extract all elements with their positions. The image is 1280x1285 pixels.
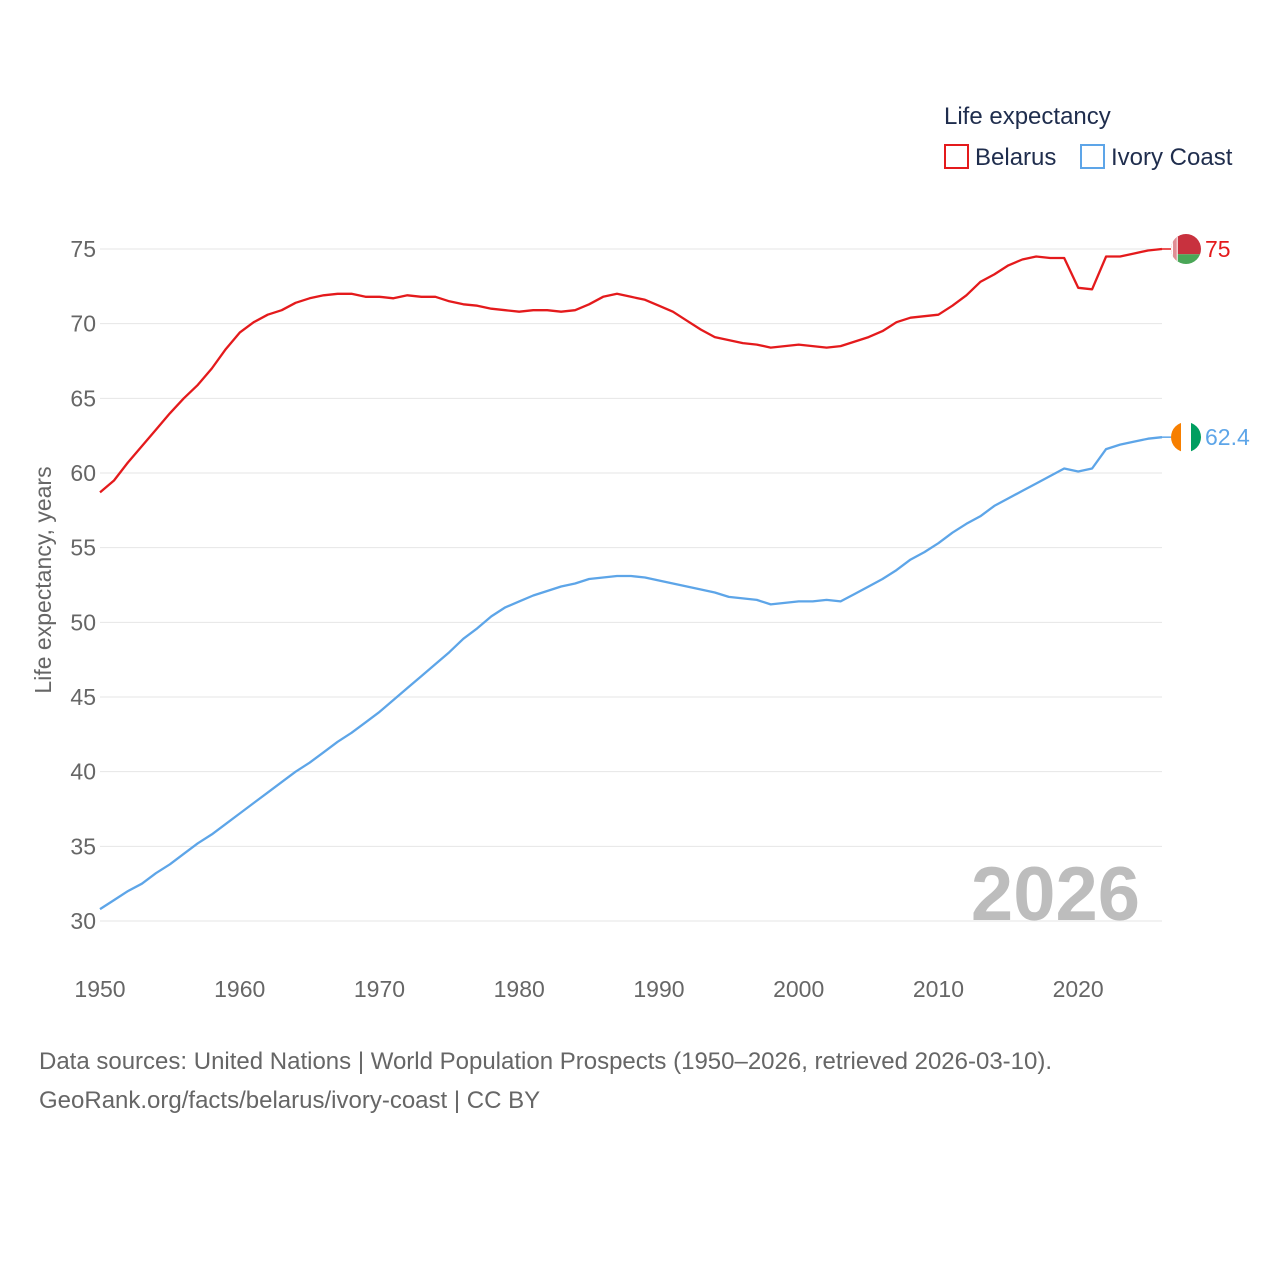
legend-swatch-ivory-coast <box>1080 144 1105 169</box>
year-watermark: 2026 <box>971 852 1140 937</box>
x-tick-2000: 2000 <box>773 976 824 1002</box>
y-tick-60: 60 <box>70 460 96 486</box>
y-tick-40: 40 <box>70 759 96 785</box>
legend-label-belarus: Belarus <box>975 144 1056 171</box>
x-tick-1990: 1990 <box>633 976 684 1002</box>
legend-label-ivory-coast: Ivory Coast <box>1111 144 1233 171</box>
y-tick-55: 55 <box>70 535 96 561</box>
x-axis-ticks: 1950 1960 1970 1980 1990 2000 2010 2020 <box>74 976 1103 1002</box>
y-tick-75: 75 <box>70 236 96 262</box>
legend-item-ivory-coast[interactable]: Ivory Coast <box>1080 144 1233 171</box>
end-value-ivory-coast: 62.4 <box>1205 424 1250 450</box>
series-line-belarus[interactable] <box>99 247 1163 494</box>
y-tick-65: 65 <box>70 385 96 411</box>
x-tick-1970: 1970 <box>354 976 405 1002</box>
legend-item-belarus[interactable]: Belarus <box>944 144 1056 171</box>
ivory-coast-flag-icon <box>1171 422 1201 453</box>
credit-note[interactable]: GeoRank.org/facts/belarus/ivory-coast | … <box>39 1087 540 1114</box>
y-tick-50: 50 <box>70 609 96 635</box>
x-tick-2010: 2010 <box>913 976 964 1002</box>
source-note: Data sources: United Nations | World Pop… <box>39 1048 1052 1075</box>
x-tick-1960: 1960 <box>214 976 265 1002</box>
y-tick-45: 45 <box>70 684 96 710</box>
series-end-markers: 75 62.4 <box>1162 234 1250 453</box>
end-value-belarus: 75 <box>1205 236 1231 262</box>
y-tick-70: 70 <box>70 311 96 337</box>
y-tick-30: 30 <box>70 908 96 934</box>
belarus-flag-icon <box>1171 234 1201 264</box>
series-line-ivory-coast[interactable] <box>99 436 1163 911</box>
legend-swatch-belarus <box>944 144 969 169</box>
series-lines <box>99 247 1163 911</box>
y-tick-35: 35 <box>70 833 96 859</box>
x-tick-1980: 1980 <box>494 976 545 1002</box>
legend-title: Life expectancy <box>944 103 1111 130</box>
y-axis-label: Life expectancy, years <box>30 466 56 693</box>
gridlines <box>100 248 1162 922</box>
x-tick-2020: 2020 <box>1053 976 1104 1002</box>
x-tick-1950: 1950 <box>74 976 125 1002</box>
y-axis-ticks: 30 35 40 45 50 55 60 65 70 75 <box>70 236 96 934</box>
